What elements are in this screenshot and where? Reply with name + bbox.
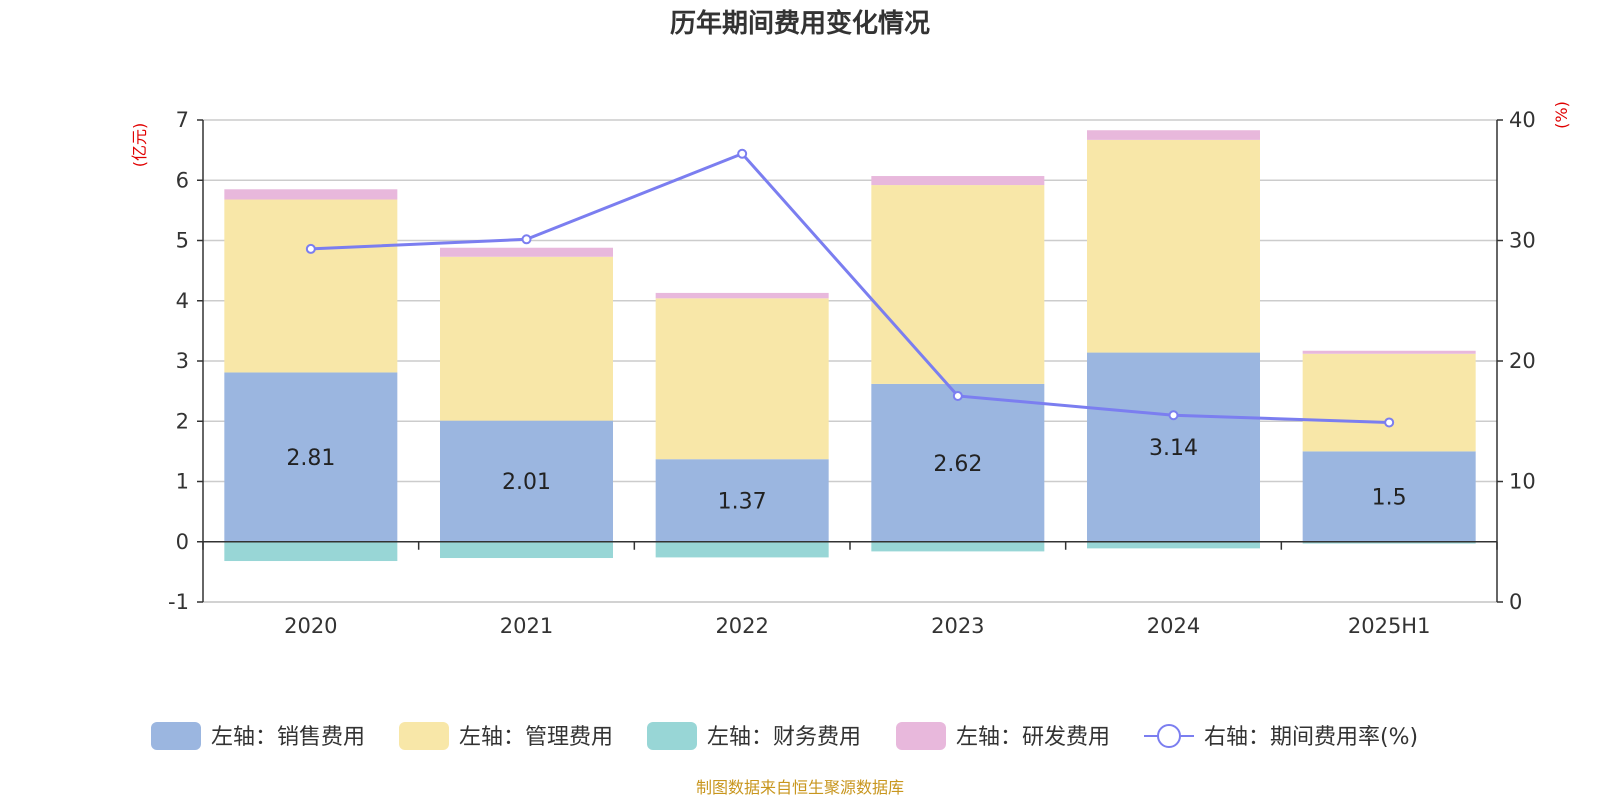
left-tick-label: 2 [176,409,189,433]
legend-item[interactable]: 左轴：管理费用 [399,722,613,750]
bar-segment [1087,130,1260,140]
legend-label: 左轴：研发费用 [956,725,1110,750]
bar-segment [871,383,1045,542]
legend-swatch [896,722,946,750]
x-tick-label: 2022 [715,614,768,638]
bars [224,130,1476,562]
grid-lines [203,119,1497,603]
bar-value-label: 2.62 [933,452,982,477]
bar-segment [440,541,613,559]
bar-segment [1087,352,1260,542]
legend-swatch [399,722,449,750]
left-tick-label: 5 [176,229,189,253]
legend-label: 右轴：期间费用率(%) [1204,725,1418,750]
bar-value-label: 1.5 [1372,486,1407,511]
legend-marker [1157,724,1181,748]
legend-label: 左轴：销售费用 [211,725,365,750]
legend-item[interactable]: 左轴：销售费用 [151,722,365,750]
left-tick-label: 6 [176,168,189,192]
left-tick-label: 3 [176,349,189,373]
axes: -1 0 1 2 3 4 5 6 7 0 10 20 30 40 2020 2021 2022 2023 2024 2… [168,108,1536,638]
rate-point [305,243,316,254]
x-tick-label: 2025H1 [1348,614,1431,638]
bar-segment [655,292,829,299]
bar-segment [440,247,613,257]
bar-segment [440,256,613,421]
rate-point [1168,410,1179,421]
bar-segment [224,541,398,562]
x-tick-label: 2024 [1147,614,1200,638]
bar-segment [224,372,398,542]
rate-point [521,234,532,245]
bar-segment [1302,541,1476,544]
legend: 左轴：销售费用 左轴：管理费用 左轴：财务费用 左轴：研发费用 右轴：期间费用率(%) [151,722,1418,750]
bar-segment [1087,139,1260,353]
right-tick-label: 20 [1509,349,1536,373]
bar-value-label: 2.01 [502,470,551,495]
bar-segment [871,176,1045,186]
bar-value-label: 1.37 [718,489,767,514]
right-tick-label: 40 [1509,108,1536,132]
left-tick-label: 1 [176,470,189,494]
chart-title: 历年期间费用变化情况 [670,8,930,39]
x-tick-label: 2021 [500,614,553,638]
left-tick-label: 0 [176,530,189,554]
legend-item[interactable]: 左轴：财务费用 [647,722,861,750]
bar-segment [440,420,613,542]
bar-segment [871,541,1045,552]
x-tick-label: 2020 [284,614,337,638]
left-tick-label: -1 [168,590,189,614]
right-tick-label: 10 [1509,470,1536,494]
legend-item[interactable]: 右轴：期间费用率(%) [1144,724,1418,750]
left-axis-unit: (亿元) [130,123,149,168]
rate-point [1384,417,1395,428]
right-axis-unit: (%) [1552,101,1571,129]
bar-value-label: 2.81 [286,446,335,471]
legend-swatch [647,722,697,750]
legend-swatch [151,722,201,750]
rate-line [305,148,1395,428]
rate-point [952,390,963,401]
legend-label: 左轴：管理费用 [459,725,613,750]
left-tick-label: 7 [176,108,189,132]
bar-segment [224,199,398,373]
bar-segment [871,185,1045,384]
bar-value-label: 3.14 [1149,436,1198,461]
data-labels: 2.81 2.01 1.37 2.62 3.14 1.5 [286,436,1406,514]
rate-point [737,148,748,159]
bar-segment [224,189,398,200]
bar-segment [1302,350,1476,354]
left-tick-label: 4 [176,289,189,313]
rate-line-path [310,151,1390,424]
bar-segment [1302,451,1476,542]
bar-segment [655,298,829,460]
right-tick-label: 30 [1509,229,1536,253]
bar-segment [655,459,829,542]
bar-segment [655,541,829,558]
x-tick-label: 2023 [931,614,984,638]
legend-label: 左轴：财务费用 [707,725,861,750]
right-tick-label: 0 [1509,590,1522,614]
source-note: 制图数据来自恒生聚源数据库 [696,778,904,797]
bar-segment [1087,541,1260,549]
bar-segment [1302,353,1476,452]
legend-item[interactable]: 左轴：研发费用 [896,722,1110,750]
